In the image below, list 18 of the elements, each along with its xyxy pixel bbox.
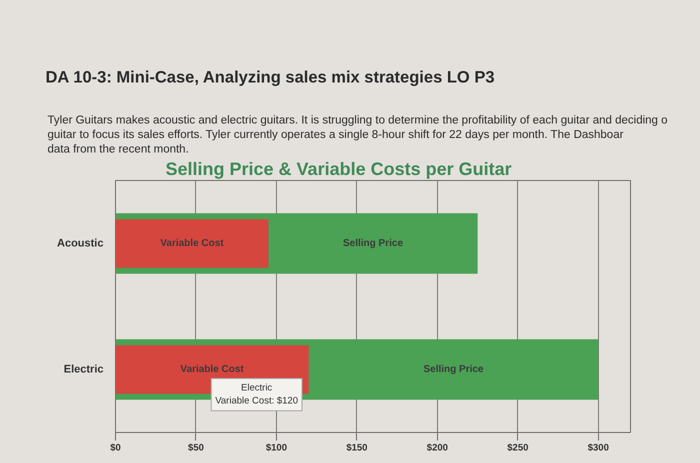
x-tick-label: $150	[346, 442, 368, 454]
y-tick-label: Acoustic	[57, 238, 104, 250]
text: Variable Cost	[180, 364, 244, 375]
chart-title: Selling Price & Variable Costs per Guitar	[166, 159, 512, 179]
x-tick-label: $250	[507, 442, 528, 454]
x-tick-label: $200	[426, 442, 448, 454]
x-tick-label: $100	[266, 442, 288, 454]
x-tick-label: $0	[110, 442, 121, 454]
text: Tyler Guitars makes acoustic and electric guitars. It is struggling to determine the profitability of each guitar and deciding o guitar to focus its sales efforts. Tyler currently operates a single 8-hour shift for 22 days per month. The Dashboar data from the recent month.	[48, 114, 668, 156]
x-tick-label: $300	[588, 442, 609, 454]
y-tick-label: Electric	[64, 364, 104, 376]
x-tick-label: $50	[188, 442, 204, 454]
series-label: Selling Price	[342, 238, 404, 249]
annotation: Electric Variable Cost: $120	[215, 382, 298, 407]
bar	[116, 219, 268, 268]
series-label: Variable Cost	[160, 238, 224, 249]
text: DA 10-3: Mini-Case, Analyzing sales mix strategies LO P3	[46, 68, 495, 86]
text: Selling Price	[423, 364, 484, 375]
